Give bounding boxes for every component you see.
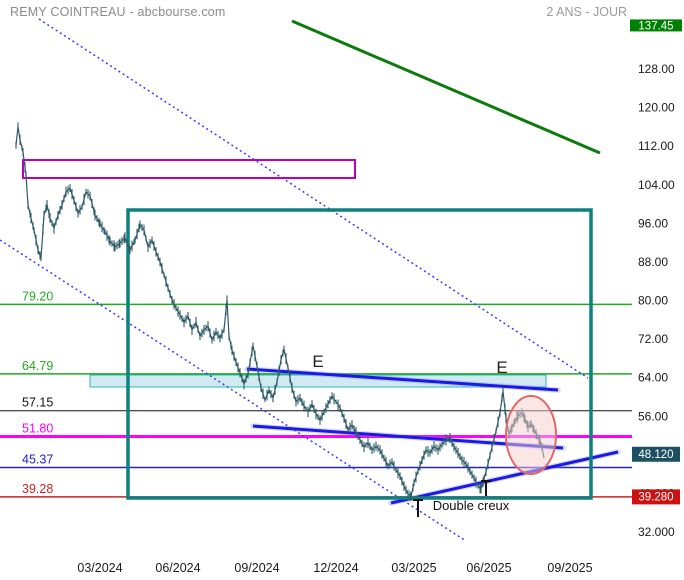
y-tick-104.00: 104.00	[638, 178, 675, 192]
teal-zone-rect[interactable]	[126, 208, 593, 500]
x-label-06/2024: 06/2024	[155, 561, 200, 575]
trendline-channel-upper[interactable]	[38, 18, 589, 379]
level-label-45.37: 45.37	[22, 453, 53, 467]
level-label-57.15: 57.15	[22, 396, 53, 410]
y-tick-72.00: 72.00	[638, 332, 668, 346]
trendline-green-resistance[interactable]	[291, 19, 601, 155]
x-label-12/2024: 12/2024	[313, 561, 358, 575]
x-label-09/2024: 09/2024	[234, 561, 279, 575]
trough-mark-2[interactable]	[481, 480, 491, 496]
y-tick-56.00: 56.00	[638, 409, 668, 423]
elliott-label-2[interactable]: E	[496, 358, 507, 377]
timeframe-label: 2 ANS - JOUR	[546, 5, 627, 19]
trough-mark-1[interactable]	[413, 499, 423, 517]
level-label-39.28: 39.28	[22, 482, 53, 496]
x-label-03/2024: 03/2024	[77, 561, 122, 575]
trendline-wedge-upper[interactable]	[246, 367, 559, 392]
y-tick-64.00: 64.00	[638, 371, 668, 385]
y-tick-88.00: 88.00	[638, 255, 668, 269]
y-tick-120.00: 120.00	[638, 101, 675, 115]
elliott-label-1[interactable]: E	[312, 352, 323, 371]
y-tick-80.00: 80.00	[638, 294, 668, 308]
price-badge-137.45: 137.45	[638, 20, 673, 32]
y-tick-112.00: 112.00	[638, 139, 674, 153]
level-label-79.20: 79.20	[22, 289, 53, 303]
x-label-09/2025: 09/2025	[547, 561, 592, 575]
price-badge-39.280: 39.280	[638, 491, 673, 503]
x-label-06/2025: 06/2025	[466, 561, 511, 575]
trendline-channel-lower[interactable]	[0, 239, 467, 542]
price-badge-48.120: 48.120	[638, 449, 673, 461]
y-tick-32.000: 32.000	[638, 525, 675, 539]
double-creux-label[interactable]: Double creux	[433, 498, 510, 513]
level-label-64.79: 64.79	[22, 359, 53, 373]
price-series-candles	[15, 122, 543, 501]
x-label-03/2025: 03/2025	[391, 561, 436, 575]
y-tick-128.00: 128.00	[638, 62, 675, 76]
magenta-zone-rect[interactable]	[22, 159, 356, 179]
price-badge-bg-39.280	[632, 489, 680, 505]
trendline-support-rising[interactable]	[390, 450, 619, 505]
level-label-51.80: 51.80	[22, 422, 53, 436]
price-badge-bg-137.45	[630, 19, 682, 32]
y-tick-96.00: 96.00	[638, 216, 668, 230]
highlight-ellipse[interactable]	[505, 395, 557, 475]
price-badge-bg-48.120	[632, 446, 680, 462]
chart-title: REMY COINTREAU - abcbourse.com	[10, 5, 226, 19]
